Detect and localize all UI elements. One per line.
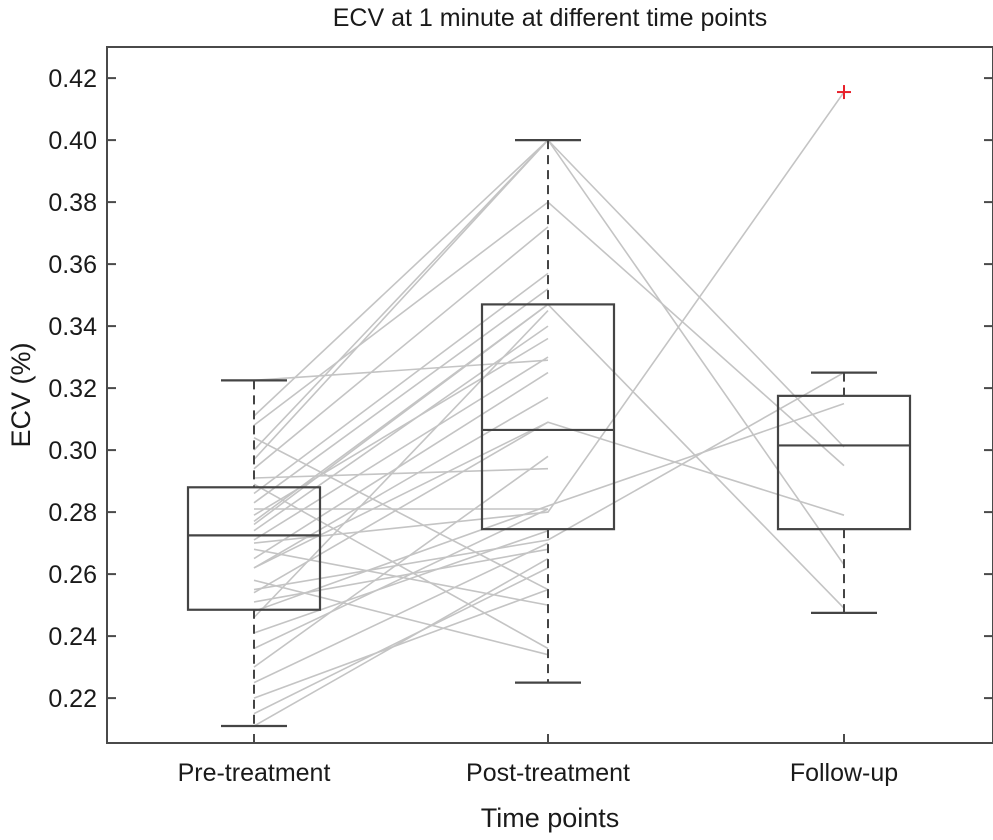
- y-tick-label: 0.26: [48, 561, 97, 589]
- paired-line: [253, 579, 549, 656]
- outlier-marker: [837, 85, 851, 100]
- box-iqr: [776, 394, 912, 531]
- paired-line: [253, 421, 845, 569]
- y-tick-label: 0.34: [48, 313, 97, 341]
- paired-line: [253, 337, 549, 516]
- paired-line: [253, 436, 549, 591]
- x-axis: Pre-treatment Post-treatment Follow-up: [178, 734, 898, 787]
- y-tick-label: 0.36: [48, 251, 97, 279]
- paired-line: [253, 359, 549, 382]
- y-tick-label: 0.38: [48, 189, 97, 217]
- paired-line: [253, 396, 549, 569]
- y-tick-label: 0.42: [48, 65, 97, 93]
- y-tick-label: 0.30: [48, 437, 97, 465]
- x-tick-label: Post-treatment: [466, 759, 630, 787]
- paired-line: [253, 508, 549, 650]
- y-axis-title: ECV (%): [6, 342, 36, 447]
- paired-line: [253, 371, 549, 560]
- paired-line: [253, 288, 549, 504]
- box-post-treatment: [480, 139, 616, 684]
- box-follow-up: [776, 371, 912, 614]
- paired-line: [253, 310, 549, 619]
- paired-line: [253, 548, 549, 606]
- paired-lines: [253, 91, 845, 727]
- paired-line: [253, 557, 549, 727]
- y-tick-label: 0.40: [48, 127, 97, 155]
- paired-line: [253, 542, 549, 684]
- boxes: [186, 139, 912, 728]
- paired-line: [253, 272, 549, 495]
- box-pre-treatment: [186, 379, 322, 728]
- paired-line: [253, 467, 549, 479]
- paired-line: [253, 226, 549, 470]
- x-tick-label: Pre-treatment: [178, 759, 331, 787]
- y-axis: 0.22 0.24 0.26 0.28 0.30 0.32 0.34 0.36 0.38 0.40…: [48, 65, 993, 713]
- paired-line: [253, 325, 549, 532]
- paired-line: [253, 588, 549, 699]
- paired-line: [253, 455, 549, 668]
- plot-frame: [106, 46, 993, 744]
- chart-title: ECV at 1 minute at different time points: [333, 4, 768, 32]
- outliers: [837, 85, 851, 100]
- paired-line: [253, 139, 549, 417]
- paired-line: [253, 371, 845, 591]
- paired-line: [253, 483, 549, 650]
- y-tick-label: 0.28: [48, 499, 97, 527]
- x-tick-label: Follow-up: [790, 759, 898, 787]
- paired-line: [253, 91, 845, 544]
- box-iqr: [186, 486, 322, 611]
- y-tick-label: 0.22: [48, 685, 97, 713]
- x-axis-title: Time points: [481, 803, 620, 833]
- paired-line: [253, 402, 845, 613]
- paired-line: [253, 421, 549, 594]
- paired-line: [253, 567, 549, 715]
- y-tick-label: 0.24: [48, 623, 97, 651]
- y-tick-label: 0.32: [48, 375, 97, 403]
- box-iqr: [480, 303, 616, 531]
